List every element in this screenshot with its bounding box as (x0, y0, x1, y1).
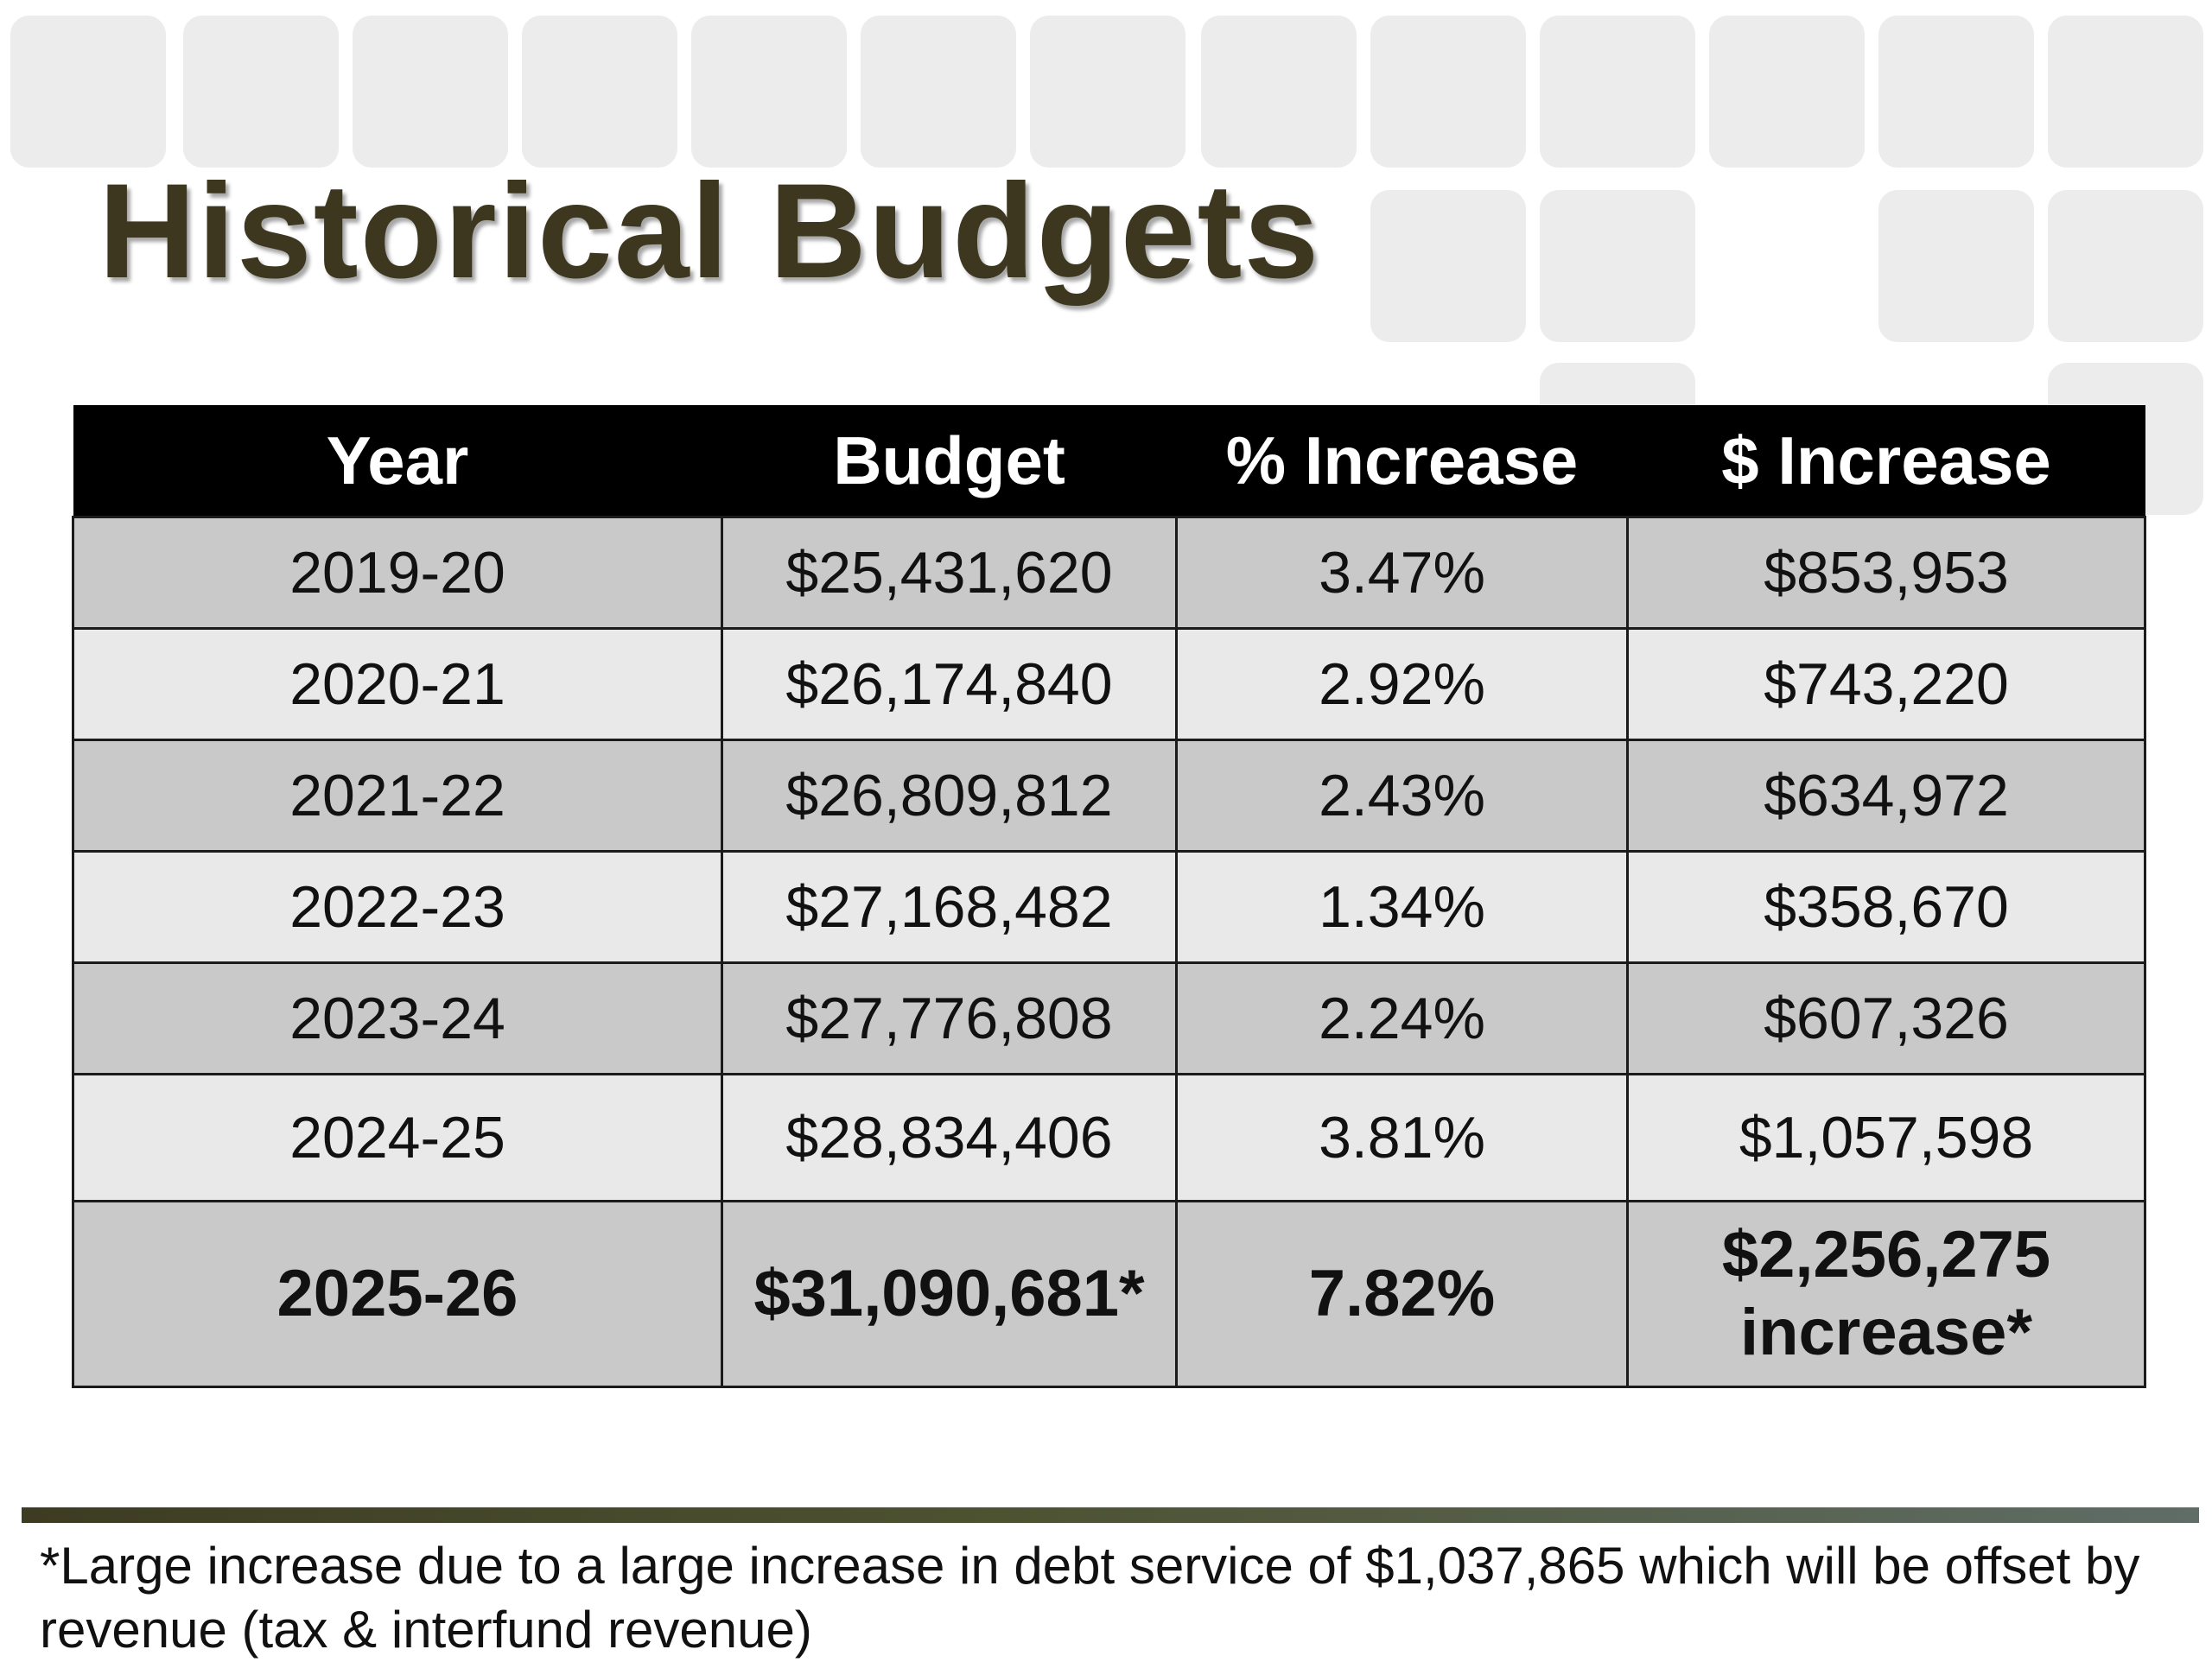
footnote: *Large increase due to a large increase … (40, 1537, 2140, 1659)
background-tile (522, 16, 677, 168)
dollar-increase-amount: $2,256,275 (1721, 1218, 2051, 1292)
background-tile (2048, 190, 2203, 342)
cell-year: 2023-24 (72, 961, 723, 1075)
background-tile (1370, 190, 1526, 342)
cell-dollar-increase: $634,972 (1626, 739, 2146, 853)
cell-dollar-increase: $2,256,275 increase* (1626, 1200, 2146, 1388)
background-tile (1878, 190, 2034, 342)
header-pct-increase: % Increase (1176, 405, 1628, 517)
cell-pct-increase: 1.34% (1175, 850, 1629, 964)
cell-year: 2022-23 (72, 850, 723, 964)
dollar-increase-note: increase* (1739, 1296, 2033, 1369)
cell-dollar-increase: $743,220 (1626, 627, 2146, 741)
cell-pct-increase: 7.82% (1175, 1200, 1629, 1388)
background-tile (10, 16, 166, 168)
background-tile (183, 16, 339, 168)
cell-pct-increase: 2.43% (1175, 739, 1629, 853)
cell-dollar-increase: $1,057,598 (1626, 1073, 2146, 1202)
cell-budget: $31,090,681* (721, 1200, 1178, 1388)
cell-year: 2020-21 (72, 627, 723, 741)
cell-budget: $27,776,808 (721, 961, 1178, 1075)
cell-year: 2024-25 (72, 1073, 723, 1202)
background-tile (1370, 16, 1526, 168)
cell-budget: $26,809,812 (721, 739, 1178, 853)
cell-dollar-increase: $358,670 (1626, 850, 2146, 964)
header-year: Year (73, 405, 722, 517)
table-row: 2020-21 $26,174,840 2.92% $743,220 (72, 627, 2146, 741)
header-dollar-increase: $ Increase (1627, 405, 2145, 517)
cell-budget: $25,431,620 (721, 516, 1178, 630)
cell-pct-increase: 2.24% (1175, 961, 1629, 1075)
background-tile (1709, 16, 1865, 168)
cell-budget: $26,174,840 (721, 627, 1178, 741)
background-tile (1030, 16, 1185, 168)
background-tile-grid (0, 0, 2212, 518)
background-tile (353, 16, 508, 168)
background-tile (691, 16, 847, 168)
background-tile (861, 16, 1016, 168)
slide-title: Historical Budgets (99, 156, 1321, 307)
table-header-row: Year Budget % Increase $ Increase (73, 405, 2145, 517)
cell-budget: $27,168,482 (721, 850, 1178, 964)
table-row: 2019-20 $25,431,620 3.47% $853,953 (72, 516, 2146, 630)
table-row: 2022-23 $27,168,482 1.34% $358,670 (72, 850, 2146, 964)
cell-pct-increase: 3.47% (1175, 516, 1629, 630)
background-tile (2048, 16, 2203, 168)
cell-year: 2025-26 (72, 1200, 723, 1388)
table-row: 2021-22 $26,809,812 2.43% $634,972 (72, 739, 2146, 853)
cell-year: 2021-22 (72, 739, 723, 853)
background-tile (1540, 190, 1695, 342)
header-budget: Budget (721, 405, 1177, 517)
budget-table: Year Budget % Increase $ Increase 2019-2… (72, 405, 2146, 1388)
table-row: 2023-24 $27,776,808 2.24% $607,326 (72, 961, 2146, 1075)
background-tile (1540, 16, 1695, 168)
background-tile (1201, 16, 1357, 168)
cell-pct-increase: 3.81% (1175, 1073, 1629, 1202)
cell-dollar-increase: $853,953 (1626, 516, 2146, 630)
cell-dollar-increase: $607,326 (1626, 961, 2146, 1075)
cell-pct-increase: 2.92% (1175, 627, 1629, 741)
background-tile (1878, 16, 2034, 168)
divider-bar (22, 1507, 2199, 1523)
cell-year: 2019-20 (72, 516, 723, 630)
cell-budget: $28,834,406 (721, 1073, 1178, 1202)
table-row: 2024-25 $28,834,406 3.81% $1,057,598 (72, 1073, 2146, 1202)
table-row-total: 2025-26 $31,090,681* 7.82% $2,256,275 in… (72, 1200, 2146, 1388)
